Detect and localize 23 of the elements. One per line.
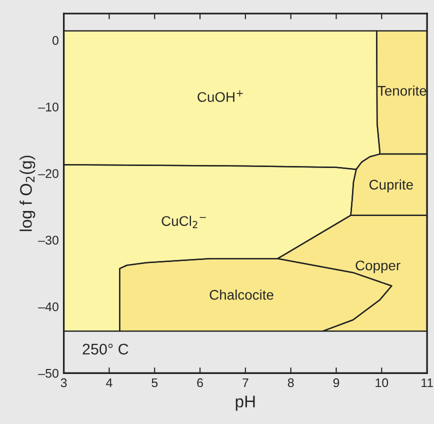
x-tick-label: 6 [197, 378, 203, 388]
x-axis-title: pH [236, 396, 255, 411]
y-tick-label: –50 [38, 368, 58, 378]
x-tick-label: 8 [288, 378, 294, 388]
y-tick-label: –30 [38, 236, 58, 245]
x-tick-label: 5 [152, 378, 158, 388]
x-tick-label: 4 [106, 378, 112, 388]
x-tick-label: 9 [333, 378, 340, 388]
x-tick-label: 3 [60, 378, 67, 388]
annotation: 250° C [82, 344, 128, 355]
series-label: Copper [356, 260, 400, 274]
y-axis-title: log f O$_{2}$(g) [20, 156, 36, 232]
x-tick-label: 7 [242, 378, 248, 388]
y-tick-label: –20 [38, 169, 58, 178]
y-tick-label: 0 [52, 36, 58, 45]
series-label: CuCl$_{2}$$^{−}$ [162, 216, 206, 228]
y-tick-label: –10 [38, 102, 58, 112]
x-tick-label: 10 [376, 378, 388, 388]
series-label: Cuprite [369, 179, 413, 192]
series-label: Chalcocite [210, 290, 274, 300]
series-label: CuOH$^{+}$ [198, 90, 243, 102]
y-tick-label: –40 [38, 302, 58, 312]
x-tick-label: 11 [422, 378, 433, 388]
